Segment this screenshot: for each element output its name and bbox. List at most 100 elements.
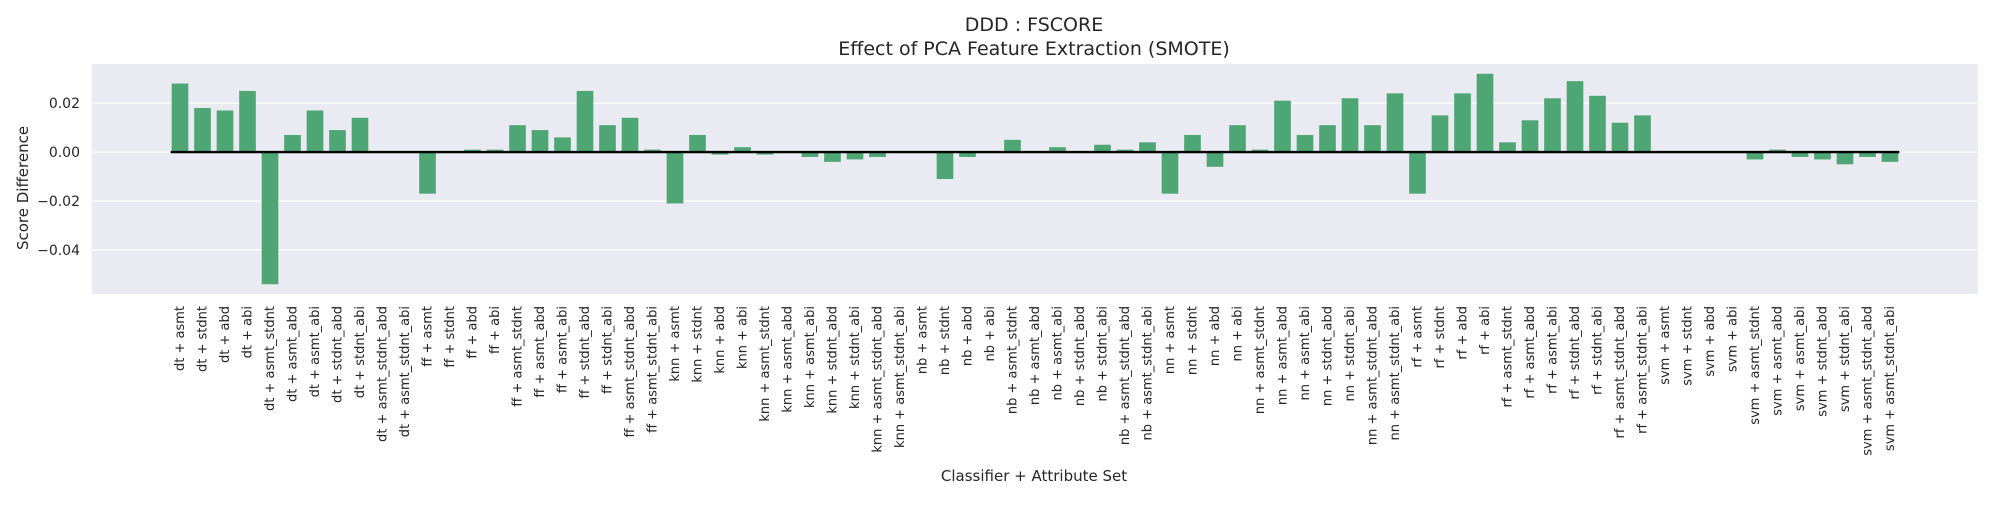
- x-tick-label: dt + stdnt_abd: [331, 306, 346, 403]
- y-tick-labels: 0.02 0.00 −0.02 −0.04: [37, 96, 80, 259]
- bar: [1274, 100, 1291, 153]
- x-tick-label: nn + asmt_stdnt: [1253, 306, 1268, 414]
- x-tick-label: svm + abd: [1703, 306, 1718, 377]
- y-axis-label: Score Difference: [14, 126, 32, 250]
- x-tick-label: dt + asmt_abi: [308, 306, 323, 397]
- x-tick-label: svm + asmt_stdnt: [1748, 306, 1763, 425]
- y-tick-label: −0.02: [37, 194, 80, 210]
- bar: [1611, 122, 1629, 153]
- plot-background: [92, 64, 1978, 294]
- x-tick-label: dt + abd: [218, 306, 233, 363]
- x-tick-label: dt + asmt_stdnt: [263, 306, 278, 411]
- x-tick-label: knn + asmt_stdnt: [758, 306, 773, 422]
- x-tick-label: ff + asmt: [421, 306, 436, 367]
- bar: [1386, 93, 1404, 153]
- x-tick-label: svm + stdnt: [1681, 306, 1696, 386]
- x-tick-label: rf + abd: [1456, 306, 1471, 360]
- bar: [1206, 152, 1224, 167]
- bar: [1296, 134, 1314, 153]
- bar: [1161, 152, 1179, 194]
- x-tick-label: ff + asmt_stdnt_abd: [623, 306, 638, 438]
- bar: [351, 117, 369, 153]
- x-tick-label: nb + asmt_stdnt: [1006, 306, 1021, 414]
- x-tick-label: nb + asmt_stdnt_abi: [1141, 306, 1156, 440]
- bar: [554, 137, 571, 153]
- bar: [1229, 125, 1246, 153]
- bar: [1634, 115, 1651, 153]
- x-tick-label: nb + stdnt_abi: [1096, 306, 1111, 401]
- bar: [1769, 149, 1786, 153]
- x-tick-label: knn + asmt_stdnt_abi: [893, 306, 908, 448]
- bar: [1746, 152, 1764, 160]
- bar: [666, 152, 684, 204]
- x-tick-label: ff + stdnt: [443, 306, 458, 368]
- x-tick-label: rf + abi: [1478, 306, 1493, 355]
- x-tick-label: dt + asmt_stdnt_abi: [398, 306, 413, 437]
- y-tick-label: 0.00: [49, 145, 80, 161]
- x-tick-label: dt + asmt: [173, 306, 188, 371]
- bar: [824, 152, 841, 162]
- bar: [1544, 98, 1561, 153]
- x-tick-label: nn + abd: [1208, 306, 1223, 366]
- x-tick-label: dt + asmt_abd: [286, 306, 301, 402]
- x-tick-label: knn + stdnt: [691, 306, 706, 383]
- x-tick-label: rf + asmt_stdnt_abi: [1636, 306, 1651, 434]
- x-tick-label: nn + asmt_abd: [1276, 306, 1291, 405]
- x-tick-label: rf + asmt: [1411, 306, 1426, 368]
- x-tick-label: nb + abd: [961, 306, 976, 366]
- bar: [261, 152, 279, 285]
- x-tick-label: knn + asmt_abd: [781, 306, 796, 413]
- x-tick-label: nn + asmt_abi: [1298, 306, 1313, 400]
- x-tick-label: knn + abi: [736, 306, 751, 369]
- x-tick-label: nn + abi: [1231, 306, 1246, 361]
- x-tick-label: nb + abi: [983, 306, 998, 361]
- x-tick-label: ff + abd: [466, 306, 481, 359]
- bar: [1814, 152, 1831, 160]
- x-tick-label: rf + stdnt_abi: [1591, 306, 1606, 395]
- x-tick-labels: dt + asmt dt + stdnt dt + abd dt + abi dt + …: [173, 306, 1898, 456]
- x-tick-label: ff + asmt_stdnt_abi: [646, 306, 661, 433]
- bar: [1499, 142, 1516, 153]
- x-tick-label: rf + asmt_stdnt_abd: [1613, 306, 1628, 439]
- bar: [1139, 142, 1156, 153]
- x-tick-label: dt + abi: [241, 306, 256, 358]
- x-tick-label: rf + asmt_stdnt: [1501, 306, 1516, 408]
- bar: [756, 152, 774, 155]
- bar: [239, 90, 256, 153]
- bar: [1836, 152, 1854, 165]
- x-tick-label: ff + asmt_abi: [556, 306, 571, 393]
- chart-title: DDD : FSCORE: [965, 14, 1103, 36]
- x-tick-label: knn + asmt: [668, 306, 683, 382]
- bar: [1364, 125, 1381, 153]
- bar: [621, 117, 639, 153]
- bar: [1409, 152, 1426, 194]
- bar: [171, 83, 189, 153]
- x-tick-label: svm + stdnt_abi: [1838, 306, 1853, 412]
- x-tick-label: svm + stdnt_abd: [1816, 306, 1831, 417]
- bars: [171, 73, 1899, 285]
- x-axis-label: Classifier + Attribute Set: [941, 467, 1127, 485]
- bar: [1881, 152, 1899, 162]
- bar: [644, 149, 661, 153]
- x-tick-label: ff + asmt_abd: [533, 306, 548, 398]
- x-tick-label: rf + asmt_abi: [1546, 306, 1561, 394]
- bar: [936, 152, 954, 179]
- bar: [284, 134, 301, 153]
- x-tick-label: svm + asmt_abi: [1793, 306, 1808, 411]
- bar: [1319, 125, 1336, 153]
- x-tick-label: nn + stdnt_abd: [1321, 306, 1336, 406]
- bar: [509, 125, 526, 153]
- x-tick-label: knn + asmt_abi: [803, 306, 818, 408]
- bar: [599, 125, 616, 153]
- bar: [1184, 134, 1201, 153]
- bar: [1791, 152, 1809, 157]
- x-tick-label: ff + stdnt_abd: [578, 306, 593, 399]
- x-tick-label: nb + asmt_abd: [1028, 306, 1043, 405]
- bar: [1859, 152, 1876, 157]
- bar: [1116, 149, 1134, 153]
- y-tick-label: 0.02: [49, 96, 80, 112]
- bar: [1004, 139, 1021, 153]
- x-tick-label: nn + asmt: [1163, 306, 1178, 374]
- x-tick-label: svm + asmt_abd: [1771, 306, 1786, 416]
